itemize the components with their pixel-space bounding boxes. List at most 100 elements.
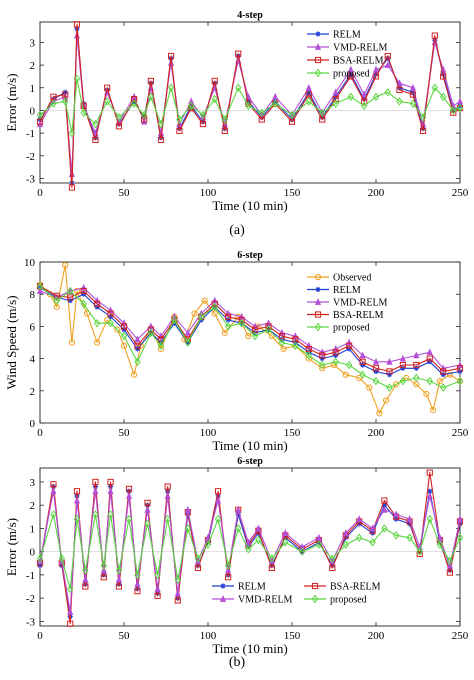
chart-3-vmd-relm-point: [282, 529, 289, 536]
chart-2-vmd-relm-point: [359, 351, 366, 359]
chart-1-title: 4-step: [237, 10, 263, 21]
chart-2-proposed-point: [67, 286, 74, 296]
chart-1-proposed-point: [221, 115, 229, 124]
chart-3-y-tick-label: -2: [26, 593, 35, 605]
chart-1-bsa-relm-point: [104, 84, 111, 91]
chart-3-y-tick-label: 2: [30, 500, 36, 512]
chart-2-relm-point: [413, 365, 419, 371]
chart-2-proposed-point: [134, 357, 141, 367]
chart-3-vmd-relm-point: [92, 487, 99, 495]
chart-1-bsa-relm-point: [396, 86, 403, 94]
chart-1-bsa-relm-point: [235, 50, 242, 57]
chart-2-observed-point: [245, 332, 252, 340]
chart-1-legend-marker-bsa-relm: [314, 56, 322, 64]
chart-1-y-tick-label: -1: [26, 128, 35, 140]
chart-3-vmd-relm-point: [115, 575, 123, 583]
chart-2-proposed-point: [265, 325, 272, 334]
chart-3-vmd-relm-point: [144, 505, 151, 513]
chart-2-observed-point: [393, 381, 400, 388]
chart-3-bsa-relm-point: [446, 569, 454, 576]
chart-2-proposed-point: [372, 376, 380, 386]
chart-2-proposed-point: [53, 296, 61, 305]
chart-1-proposed-point: [288, 110, 296, 120]
chart-2-observed-point: [430, 407, 437, 414]
chart-2-vmd-relm-point: [80, 283, 87, 291]
chart-3-vmd-relm-point: [255, 524, 262, 532]
chart-3-vmd-relm-point: [356, 515, 363, 523]
chart-1-legend-marker-vmd-relm: [314, 43, 322, 50]
chart-3-bsa-relm-point: [214, 488, 222, 495]
chart-1-proposed-point: [68, 128, 76, 138]
chart-2-observed-point: [62, 262, 69, 269]
chart-2-bsa-relm-point: [426, 355, 433, 362]
chart-1-proposed-point: [245, 101, 252, 111]
chart-2-observed-point: [319, 365, 326, 372]
chart-3-bsa-relm-point: [73, 488, 81, 495]
chart-2-legend-label-proposed: proposed: [333, 323, 370, 334]
chart-1-proposed-point: [73, 74, 81, 83]
chart-1-proposed-point: [396, 97, 403, 106]
chart-3-proposed-point: [235, 524, 242, 533]
chart-3-vmd-relm-point: [299, 543, 306, 550]
chart-1-x-axis-label: Time (10 min): [212, 198, 287, 213]
chart-3-vmd-relm-point: [426, 491, 433, 499]
chart-1-bsa-relm-point: [68, 184, 76, 191]
chart-3-legend-marker-relm: [220, 583, 226, 589]
chart-2-proposed-point: [319, 360, 326, 370]
chart-1-proposed-point: [157, 119, 165, 129]
chart-3-bsa-relm-point: [144, 499, 151, 506]
chart-3-bsa-relm-point: [225, 574, 232, 581]
chart-1-proposed-point: [199, 110, 207, 120]
chart-3-proposed-point: [100, 561, 108, 570]
chart-3-legend-label-vmd-relm: VMD-RELM: [238, 595, 293, 606]
chart-2-vmd-relm-point: [292, 332, 299, 339]
chart-3-vmd-relm-point: [164, 491, 171, 499]
chart-3-proposed-point: [194, 554, 202, 563]
chart-2-relm-point: [319, 356, 325, 362]
chart-1-proposed-point: [409, 99, 417, 108]
chart-1-proposed-point: [167, 83, 175, 92]
chart-2-vmd-relm-point: [372, 357, 380, 365]
chart-2-legend-marker-relm: [315, 286, 321, 293]
chart-1-proposed-point: [187, 101, 195, 111]
chart-3-vmd-relm-point: [342, 529, 349, 536]
chart-2-x-tick-label: 0: [37, 427, 43, 439]
chart-1-proposed-point: [235, 83, 242, 92]
chart-2-relm-point: [107, 314, 114, 320]
chart-3-y-tick-label: 1: [30, 523, 36, 535]
chart-2-x-tick-label: 100: [200, 427, 217, 439]
chart-2-legend-marker-bsa-relm: [314, 311, 322, 318]
chart-3-proposed-point: [446, 556, 454, 566]
chart-3-proposed-point: [50, 510, 57, 519]
chart-2-proposed-point: [211, 302, 218, 312]
chart-1-proposed-point: [384, 88, 391, 97]
chart-2-proposed-point: [386, 383, 393, 392]
chart-3-proposed-point: [204, 540, 212, 549]
chart-3-proposed-point: [282, 538, 289, 547]
chart-1-proposed-point: [450, 106, 457, 115]
chart-3-proposed-point: [426, 514, 433, 524]
chart-2-proposed-point: [120, 331, 128, 341]
chart-1-proposed-point: [439, 92, 447, 102]
chart-2-relm-point: [81, 291, 87, 297]
chart-2-vmd-relm-point: [456, 361, 464, 368]
chart-2-bsa-relm-point: [107, 310, 114, 317]
chart-3-vmd-relm-point: [174, 589, 181, 597]
chart-3-bsa-relm-point: [426, 469, 433, 476]
chart-1-bsa-relm-point: [384, 52, 391, 60]
chart-2-proposed-point: [399, 376, 407, 386]
chart-3-proposed-point: [174, 575, 181, 584]
chart-3-vmd-relm-point: [381, 505, 388, 513]
chart-2-bsa-relm-point: [413, 361, 420, 369]
chart-2-legend-label-relm: RELM: [333, 285, 361, 296]
chart-2-vmd-relm-point: [399, 354, 406, 362]
chart-1-bsa-relm-line: [39, 23, 461, 189]
chart-1-y-axis-label: Error (m/s): [4, 73, 19, 131]
chart-3-vmd-relm-point: [50, 487, 57, 495]
chart-2-bsa-relm-point: [147, 326, 154, 333]
chart-2-observed-point: [83, 310, 91, 317]
chart-2-proposed-point: [332, 357, 339, 367]
chart-3-legend: RELM BSA-RELM VMD-RELM proposed: [212, 582, 381, 606]
chart-2-vmd-relm-point: [426, 348, 433, 356]
chart-2-relm-point: [333, 352, 339, 358]
